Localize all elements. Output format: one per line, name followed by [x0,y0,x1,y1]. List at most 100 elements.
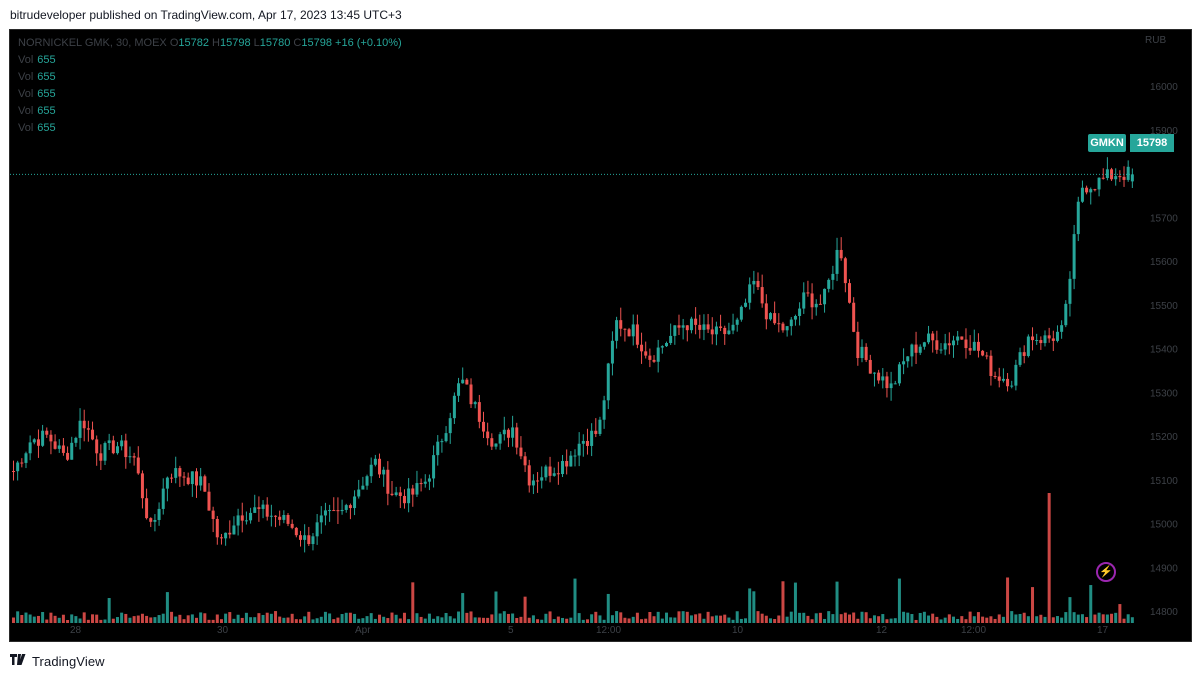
volume-bar [461,593,465,623]
volume-value: 655 [37,88,56,100]
candle-body [677,325,681,328]
volume-bar [531,615,535,623]
volume-bar [1126,614,1130,623]
candle-body [28,442,32,454]
volume-bar [814,613,818,623]
candle-body [286,515,290,524]
volume-bar [411,582,415,623]
candle-body [673,325,677,336]
volume-bar [502,611,506,623]
volume-bar [523,596,527,623]
candle-body [665,343,669,347]
candle-body [107,440,111,444]
candle-body [20,462,24,464]
volume-bar [1101,614,1105,623]
volume-bar [261,614,265,623]
candle-body [452,395,456,419]
volume-legend-row[interactable]: Vol 655 [18,122,56,134]
volume-bar [1080,614,1084,623]
candle-body [694,318,698,325]
volume-bar [1018,613,1022,623]
volume-bar [548,611,552,623]
candle-body [66,452,70,460]
candle-body [818,303,822,305]
volume-bar [427,613,431,623]
volume-label: Vol [18,88,34,100]
volume-bar [1105,614,1109,623]
volume-bar [340,614,344,623]
volume-bar [1064,612,1068,623]
candle-body [128,456,132,458]
candle-body [502,429,506,435]
candle-body [848,283,852,303]
volume-bar [407,619,411,623]
volume-bar [1093,614,1097,623]
volume-bar [960,616,964,623]
candle-body [199,476,203,486]
volume-bar [947,614,951,623]
volume-bar [648,611,652,623]
volume-legend-row[interactable]: Vol 655 [18,71,56,83]
candle-body [261,504,265,509]
candle-body [336,510,340,512]
volume-legend-row[interactable]: Vol 655 [18,54,56,66]
legend-symbol-title[interactable]: NORNICKEL GMK, 30, MOEX [18,37,167,49]
volume-bar [1068,597,1072,623]
price-scale-currency: RUB [1145,35,1166,46]
volume-bar [802,612,806,623]
candle-body [1122,176,1126,180]
candle-body [340,509,344,512]
candle-body [323,510,327,516]
volume-bar [914,619,918,623]
candle-body [1010,385,1014,387]
volume-bar [602,619,606,623]
candle-body [506,429,510,438]
volume-bar [727,617,731,623]
volume-value: 655 [37,122,56,134]
candle-body [78,420,82,438]
candle-body [1105,169,1109,179]
volume-bar [843,612,847,623]
volume-bar [182,619,186,623]
volume-bar [764,615,768,623]
candle-body [57,445,61,449]
lightning-icon[interactable]: ⚡ [1096,562,1116,582]
candle-body [494,443,498,447]
volume-bar [145,615,149,623]
chart-pane[interactable]: RUB 16000 15900 15700 15600 15500 15400 15300 15… [9,29,1192,642]
candle-body [411,488,415,495]
candlestick-chart[interactable]: RUB 16000 15900 15700 15600 15500 15400 15300 15… [10,30,1191,641]
volume-bar [789,611,793,623]
volume-bar [556,616,560,623]
candle-body [735,319,739,325]
volume-bar [95,614,99,623]
volume-bar [573,578,577,623]
candle-body [140,473,144,499]
candle-body [906,356,910,362]
time-axis-label: 30 [217,625,229,636]
candle-body [36,439,40,446]
volume-bar [294,619,298,623]
candle-body [756,280,760,288]
volume-bar [519,616,523,623]
candle-body [228,532,232,535]
last-price-tag: 15798 [1130,134,1174,152]
candle-body [1018,352,1022,365]
candle-body [610,340,614,364]
candle-body [369,464,373,477]
volume-bar [149,617,153,623]
volume-legend-row[interactable]: Vol 655 [18,88,56,100]
candle-body [706,324,710,330]
candle-body [798,308,802,316]
candle-body [1047,335,1051,339]
volume-bar [369,613,373,623]
volume-bar [498,613,502,623]
candle-body [1080,187,1084,202]
candle-body [594,430,598,434]
volume-value: 655 [37,71,56,83]
candle-body [889,383,893,389]
candle-body [935,340,939,350]
volume-bar [269,613,273,623]
volume-legend-row[interactable]: Vol 655 [18,105,56,117]
tradingview-brand: TradingView [32,653,105,669]
